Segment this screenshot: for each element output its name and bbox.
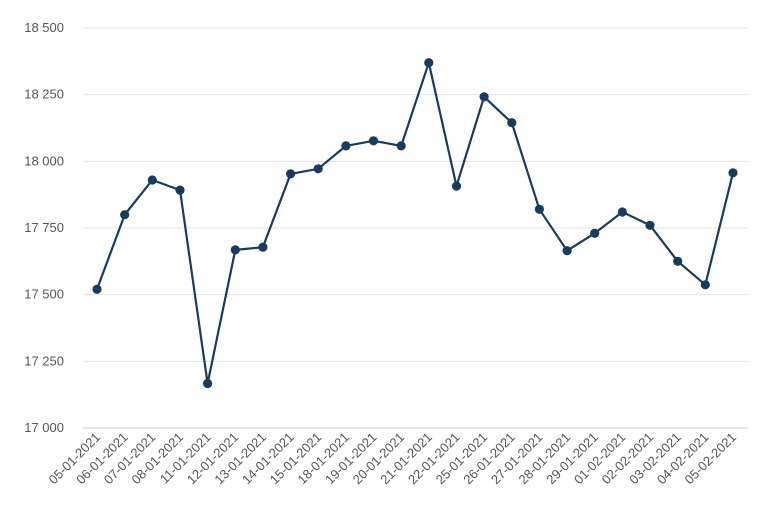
data-point[interactable] — [562, 246, 572, 256]
data-point[interactable] — [396, 141, 406, 151]
data-point[interactable] — [92, 284, 102, 294]
y-tick-label: 17 000 — [24, 420, 64, 435]
y-tick-label: 17 750 — [24, 220, 64, 235]
data-point[interactable] — [728, 168, 738, 178]
data-point[interactable] — [203, 378, 213, 389]
data-point[interactable] — [120, 210, 130, 220]
data-point[interactable] — [258, 242, 268, 252]
series-line-layer — [95, 61, 735, 385]
data-point[interactable] — [534, 204, 545, 214]
data-point[interactable] — [424, 58, 434, 68]
data-point[interactable] — [313, 164, 323, 174]
y-axis-ticks: 17 000 17 250 17 500 17 750 18 000 18 250 18 5… — [24, 20, 64, 435]
data-point[interactable] — [645, 220, 655, 230]
data-point[interactable] — [147, 175, 157, 185]
data-point[interactable] — [507, 118, 517, 128]
data-point[interactable] — [451, 181, 462, 191]
data-point[interactable] — [673, 256, 683, 266]
data-point[interactable] — [700, 280, 710, 290]
data-point[interactable] — [590, 228, 600, 238]
y-tick-label: 18 250 — [24, 87, 64, 102]
data-point[interactable] — [617, 207, 628, 217]
y-tick-label: 17 250 — [24, 353, 64, 368]
series-line — [95, 61, 735, 385]
y-tick-label: 17 500 — [24, 287, 64, 302]
y-tick-label: 18 000 — [24, 153, 64, 168]
data-point[interactable] — [286, 169, 296, 179]
data-point[interactable] — [368, 136, 379, 146]
data-point[interactable] — [175, 185, 185, 195]
y-tick-label: 18 500 — [24, 20, 64, 35]
data-point[interactable] — [230, 245, 240, 255]
data-point[interactable] — [341, 141, 351, 151]
data-point[interactable] — [479, 92, 489, 102]
x-axis-ticks: 05-01-202106-01-202107-01-202108-01-2021… — [45, 430, 739, 488]
series-points-layer — [92, 58, 738, 389]
